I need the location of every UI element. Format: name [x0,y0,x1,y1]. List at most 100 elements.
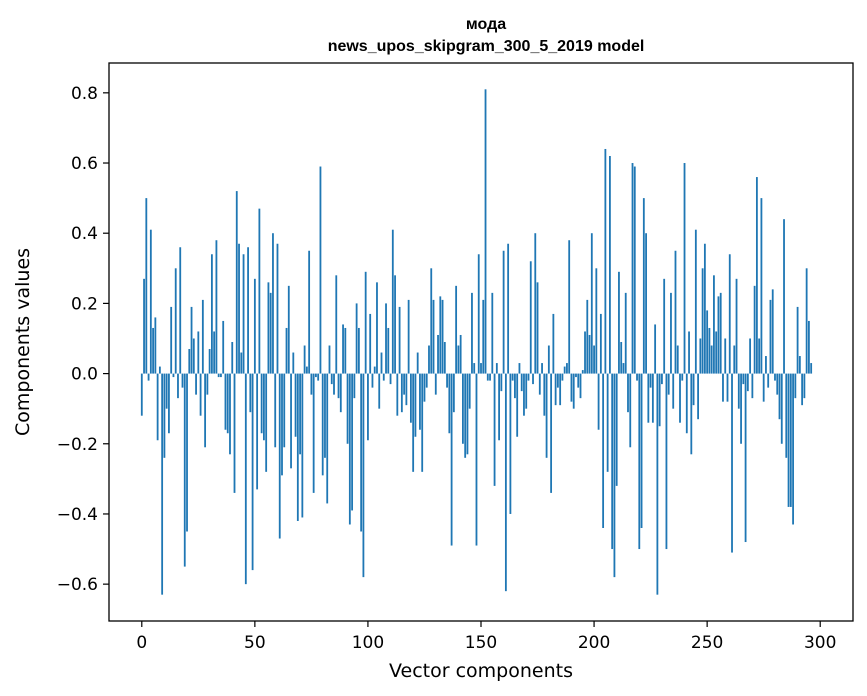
bars-group [140,89,813,595]
x-axis-label: Vector components [389,660,573,682]
bar [767,373,770,388]
bar [597,373,600,430]
bar [722,373,724,402]
bar [703,243,706,374]
bar [168,373,170,434]
bar [606,373,609,472]
bar [369,313,372,374]
bar [651,373,654,423]
bar [466,373,469,455]
bar [149,229,152,374]
bar [620,342,623,374]
bar [387,327,390,374]
bar [450,373,453,546]
bar [794,373,797,399]
bar [753,285,756,374]
bar [428,345,430,374]
bar [337,373,340,399]
bar [785,373,788,458]
bar [532,373,534,385]
bar [568,240,571,374]
bar [208,349,211,374]
bar [423,373,426,402]
bar [475,373,478,546]
bar [389,373,392,385]
bar [735,278,738,374]
bar [272,233,274,374]
bar [172,373,175,378]
bar [751,373,754,399]
bar [489,373,491,381]
bar [231,342,234,374]
x-axis-ticks: 0 50 100 150 200 250 300 [136,621,836,653]
bar [742,373,745,385]
bar [733,345,736,374]
bar [238,243,240,374]
bar [538,373,541,395]
bar [260,373,263,434]
bar [658,373,661,427]
bar [274,373,277,448]
bar [801,373,804,406]
bar [186,373,188,532]
bar [240,352,243,374]
bar [708,327,711,374]
plot-frame [108,62,854,622]
bar [177,373,179,399]
bar [529,261,532,374]
bar [183,373,186,567]
bar [179,247,182,374]
bar [507,243,510,374]
bar [281,373,283,476]
y-axis-label: Components values [12,248,34,436]
bar [719,292,722,374]
bar [355,303,358,374]
bar [434,373,437,395]
bar [462,373,464,444]
bar [278,373,281,539]
bar [755,177,758,374]
bar [787,373,790,507]
bar [412,373,415,472]
bar [376,282,378,374]
bar [706,310,709,374]
bar [667,373,670,395]
bar [642,198,645,374]
bar [728,254,731,374]
bar [158,366,161,374]
bar [681,373,684,381]
bar [502,250,505,374]
bar [500,373,503,392]
bar [140,373,143,416]
bar [192,338,195,374]
x-tick-label: 250 [691,633,723,653]
bar [514,373,516,399]
bar [640,373,643,528]
bar [636,373,638,381]
bar [380,352,383,374]
bar [611,373,614,550]
bar [324,373,326,458]
bar [780,373,783,444]
bar [783,219,785,374]
bar [190,306,193,374]
bar [509,373,512,514]
bar [247,247,249,374]
bar [810,363,813,374]
bar [233,373,236,493]
bar [692,373,695,406]
bar [419,373,421,430]
chart-title: мода [466,16,506,33]
bar [710,345,713,374]
bar [744,373,747,543]
bar [665,373,668,550]
bar [457,345,460,374]
bar [315,373,317,378]
bar [577,373,580,388]
bar [455,285,458,374]
bar [165,373,168,409]
bar [432,299,435,374]
bar [441,299,444,374]
bar [740,373,742,444]
bar [464,373,467,458]
